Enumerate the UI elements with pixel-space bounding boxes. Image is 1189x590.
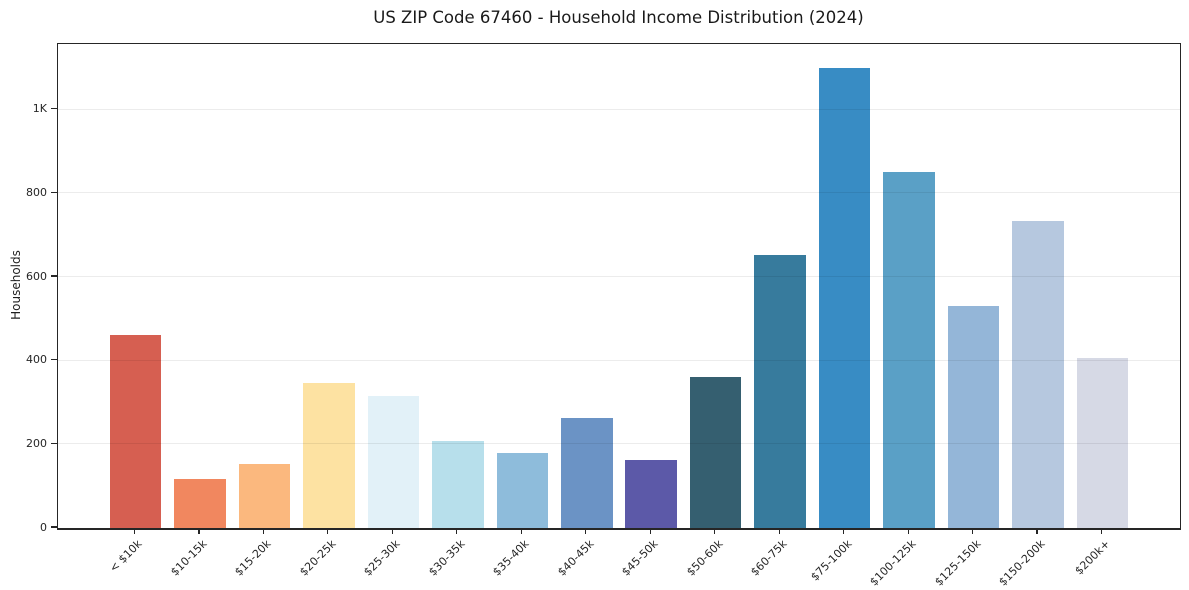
bar-$40-45k — [561, 417, 613, 528]
x-tick-mark — [1036, 529, 1038, 534]
x-tick-label: < $10k — [107, 537, 145, 575]
y-tick-label: 800 — [26, 185, 47, 199]
x-tick-mark — [649, 529, 651, 534]
x-tick-mark — [133, 529, 136, 534]
chart-title: US ZIP Code 67460 - Household Income Dis… — [373, 8, 864, 27]
x-tick-mark — [907, 529, 909, 534]
x-tick-mark — [327, 529, 329, 534]
bar-$150-200k — [1012, 221, 1064, 528]
bar-$25-30k — [367, 395, 420, 528]
x-tick-mark — [972, 529, 974, 534]
bar-$75-100k — [818, 67, 871, 528]
gridline-800 — [58, 192, 1180, 194]
y-tick-mark — [51, 359, 57, 361]
x-tick-mark — [198, 529, 200, 534]
y-tick-mark — [51, 191, 57, 193]
y-tick-label: 200 — [26, 436, 47, 450]
bar-$35-40k — [496, 452, 549, 528]
bar-$20-25k — [303, 383, 355, 528]
y-axis-label: Households — [9, 250, 23, 320]
gridline-400 — [58, 359, 1180, 361]
x-tick-mark — [843, 529, 845, 534]
bar-< $10k — [109, 334, 162, 528]
bar-$10-15k — [174, 478, 226, 528]
bar-$200k+ — [1076, 358, 1129, 528]
x-tick-mark — [456, 529, 458, 534]
x-tick-mark — [778, 529, 780, 534]
gridline-200 — [58, 443, 1180, 445]
bar-$60-75k — [754, 254, 806, 528]
x-tick-mark — [391, 529, 393, 534]
gridline-1K — [58, 108, 1180, 110]
x-tick-mark — [1100, 529, 1103, 534]
y-tick-label: 0 — [40, 520, 47, 534]
bar-$15-20k — [238, 464, 291, 528]
bar-$100-125k — [883, 172, 935, 528]
bar-$50-60k — [689, 377, 742, 528]
y-tick-label: 400 — [26, 353, 47, 367]
y-tick-mark — [51, 108, 57, 110]
bar-$30-35k — [432, 441, 484, 528]
x-tick-mark — [714, 529, 716, 534]
y-tick-label: 1K — [32, 102, 47, 116]
y-tick-mark — [51, 526, 57, 528]
y-tick-mark — [51, 275, 57, 277]
x-tick-mark — [520, 529, 522, 534]
bar-$45-50k — [625, 459, 677, 528]
y-tick-label: 600 — [26, 269, 47, 283]
y-tick-mark — [51, 442, 57, 444]
x-tick-mark — [585, 529, 587, 534]
bar-$125-150k — [947, 305, 1000, 528]
gridline-600 — [58, 276, 1180, 277]
plot-area — [57, 43, 1181, 530]
x-tick-mark — [262, 529, 264, 534]
